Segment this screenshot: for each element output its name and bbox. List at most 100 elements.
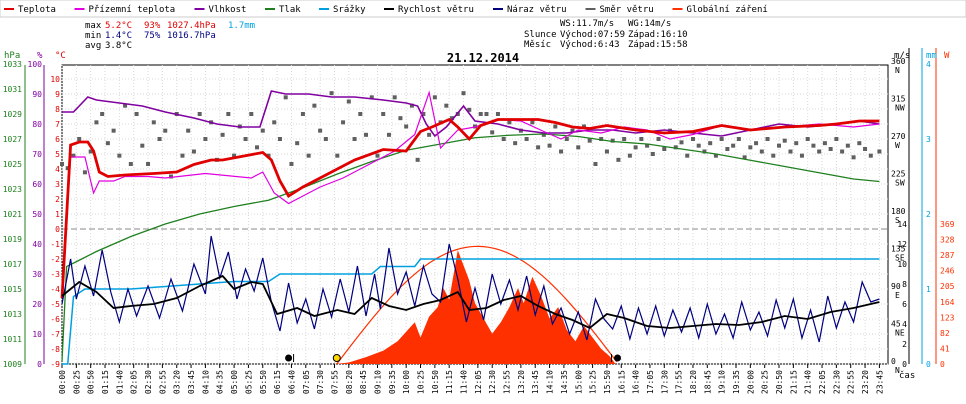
x-tick-label: 20:50 [775, 370, 784, 394]
direction-point [450, 116, 455, 121]
x-tick-label: 22:55 [847, 370, 856, 394]
direction-point [524, 137, 529, 141]
moon-set-marker [614, 354, 622, 362]
direction-point [421, 112, 426, 116]
direction-point [587, 138, 592, 143]
stat-max-temp: 5.2°C [105, 21, 132, 31]
direction-point [168, 174, 173, 179]
solar-tick-label: 123 [940, 313, 955, 322]
direction-point [645, 143, 650, 148]
direction-point [300, 112, 305, 116]
direction-point [392, 95, 397, 100]
direction-point [731, 143, 736, 148]
wind-tick-label: 2 [902, 340, 907, 349]
x-tick-label: 19:10 [718, 370, 727, 394]
x-tick-label: 12:30 [488, 370, 497, 394]
x-tick-label: 01:15 [101, 370, 110, 394]
legend-bar [0, 0, 966, 18]
legend: Teplota Přízemní teplota Vlhkost Tlak Srážky… [0, 0, 966, 18]
direction-point [536, 145, 541, 150]
temp-tick-label: -3 [50, 270, 60, 279]
direction-point [478, 112, 483, 116]
rain-tick-label: 4 [926, 60, 931, 69]
humidity-tick-label: 30 [32, 270, 42, 279]
x-tick-label: 20:00 [746, 370, 755, 394]
direction-point [134, 112, 139, 116]
x-tick-label: 22:30 [832, 370, 841, 394]
direction-point [690, 137, 695, 141]
x-tick-label: 10:50 [431, 370, 440, 394]
wind-tick-label: 4 [902, 320, 907, 329]
legend-label-humidity: Vlhkost [209, 5, 247, 15]
solar-tick-label: 164 [940, 298, 955, 307]
direction-point [335, 153, 340, 158]
direction-point [398, 116, 403, 121]
direction-point [341, 120, 346, 125]
direction-point [146, 162, 151, 166]
humidity-tick-label: 70 [32, 150, 42, 159]
direction-point [765, 137, 770, 141]
legend-label-feels: Přízemní teplota [89, 5, 176, 15]
direction-point [100, 112, 105, 116]
humidity-tick-label: 80 [32, 120, 42, 129]
x-tick-label: 20:25 [761, 370, 770, 394]
temp-tick-label: -6 [50, 315, 60, 324]
stat-max-rain: 1.7mm [228, 21, 255, 31]
solar-tick-label: 205 [940, 282, 955, 291]
direction-point [576, 145, 581, 150]
direction-tick-label: 360 [891, 57, 906, 66]
temp-tick-label: 10 [50, 75, 60, 84]
direction-point [243, 137, 248, 141]
direction-point [123, 103, 128, 108]
direction-point [140, 143, 145, 148]
direction-point [226, 112, 231, 116]
direction-point [295, 141, 300, 146]
direction-point [318, 128, 323, 133]
direction-point [507, 120, 512, 125]
temp-tick-label: -8 [50, 345, 60, 354]
stat-max-hum: 93% [144, 21, 161, 31]
pressure-line [61, 133, 880, 362]
pressure-tick-label: 1029 [3, 110, 22, 119]
legend-label-solar: Globální záření [687, 5, 768, 15]
direction-point [581, 124, 586, 129]
humidity-tick-label: 0 [37, 360, 42, 369]
x-tick-label: 08:20 [345, 370, 354, 394]
x-tick-label: 09:35 [388, 370, 397, 394]
x-tick-label: 18:45 [703, 370, 712, 394]
x-tick-label: 03:20 [173, 370, 182, 394]
direction-point [386, 132, 391, 137]
x-tick-label: 00:00 [58, 370, 67, 394]
direction-point [381, 112, 386, 116]
direction-point [364, 132, 369, 137]
direction-point [117, 153, 122, 158]
direction-point [679, 140, 684, 145]
direction-point [708, 141, 713, 146]
pressure-tick-label: 1021 [3, 210, 22, 219]
pressure-axis-title: hPa [4, 51, 20, 61]
direction-point [834, 137, 839, 141]
direction-point [260, 128, 265, 133]
temp-tick-label: -2 [50, 255, 60, 264]
temp-tick-label: -1 [50, 240, 60, 249]
temp-tick-label: -5 [50, 300, 60, 309]
x-tick-label: 23:20 [861, 370, 870, 394]
direction-point [782, 138, 787, 143]
pressure-tick-label: 1013 [3, 310, 22, 319]
direction-point [186, 128, 191, 133]
temp-tick-label: 6 [55, 135, 60, 144]
direction-tick-label: 180 [891, 207, 906, 216]
x-tick-label: 18:20 [689, 370, 698, 394]
wind-tick-label: 10 [897, 260, 907, 269]
humidity-tick-label: 60 [32, 180, 42, 189]
direction-point [593, 162, 598, 166]
x-tick-label: 12:05 [474, 370, 483, 394]
x-axis-title: čas [899, 370, 915, 381]
direction-point [559, 149, 564, 154]
x-tick-label: 01:40 [115, 370, 124, 394]
x-tick-label: 05:25 [244, 370, 253, 394]
direction-point [840, 149, 845, 154]
pressure-tick-label: 1017 [3, 260, 22, 269]
stats-header: 21.12.2014 max 5.2°C 93% 1027.4hPa 1.7mm min 1… [85, 19, 688, 65]
temp-tick-label: 0 [55, 225, 60, 234]
